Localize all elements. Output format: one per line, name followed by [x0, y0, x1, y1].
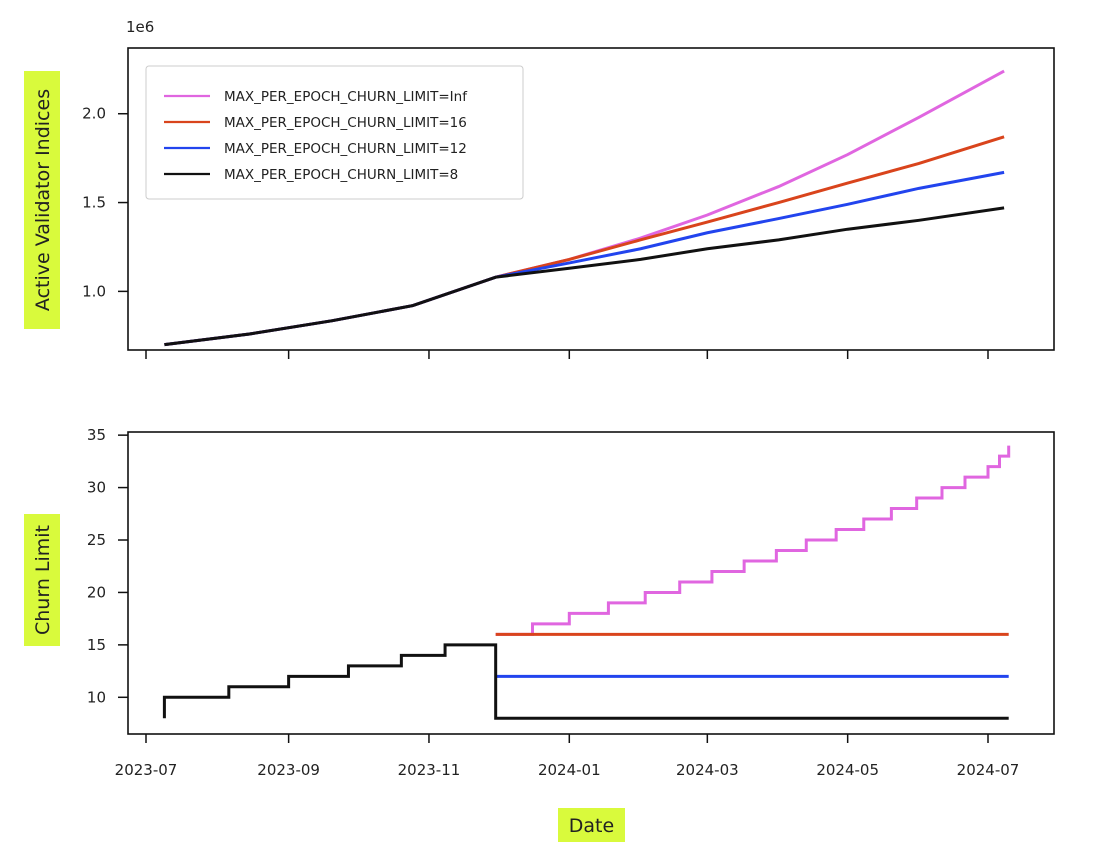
top-y-axis-label-highlight — [24, 71, 60, 329]
legend-label: MAX_PER_EPOCH_CHURN_LIMIT=16 — [224, 115, 467, 131]
top-y-tick-label: 1.0 — [82, 282, 106, 300]
top-y-axis-label: Active Validator Indices — [24, 71, 60, 329]
x-tick-label: 2024-05 — [816, 761, 879, 779]
bottom-y-tick-label: 20 — [87, 583, 106, 601]
x-tick-label: 2024-01 — [538, 761, 601, 779]
top-panel: 1e6 1.0 1.5 2.0 Active Validator Indices M… — [24, 18, 1055, 359]
x-tick-label: 2023-09 — [257, 761, 320, 779]
top-y-tick-label: 2.0 — [82, 105, 106, 123]
x-axis-label-highlight — [558, 808, 625, 842]
top-y-tick-label: 1.5 — [82, 194, 106, 212]
bottom-series-line-8 — [162, 643, 1009, 720]
bottom-y-ticks: 10 15 20 25 30 35 — [87, 426, 128, 706]
top-y-ticks: 1.0 1.5 2.0 — [82, 105, 128, 300]
bottom-panel: 10 15 20 25 30 35 2023-07 2023-09 2023-11 2024-0… — [24, 426, 1055, 779]
bottom-x-ticks: 2023-07 2023-09 2023-11 2024-01 2024-03 2024-… — [115, 734, 1020, 779]
legend-label: MAX_PER_EPOCH_CHURN_LIMIT=8 — [224, 167, 458, 183]
x-tick-label: 2023-07 — [115, 761, 178, 779]
bottom-y-tick-label: 30 — [87, 479, 106, 497]
bottom-series-lines — [162, 445, 1011, 720]
bottom-y-tick-label: 15 — [87, 636, 106, 654]
x-tick-label: 2024-03 — [676, 761, 739, 779]
top-y-scale-label: 1e6 — [126, 18, 154, 36]
bottom-y-tick-label: 35 — [87, 426, 106, 444]
bottom-y-axis-label: Churn Limit — [24, 514, 60, 646]
bottom-y-tick-label: 10 — [87, 688, 106, 706]
top-plot-frame — [127, 47, 1055, 351]
x-tick-label: 2024-07 — [957, 761, 1020, 779]
legend-label: MAX_PER_EPOCH_CHURN_LIMIT=12 — [224, 141, 467, 157]
bottom-y-axis-label-text: Churn Limit — [32, 525, 54, 635]
legend-box — [145, 65, 524, 200]
legend-entries: MAX_PER_EPOCH_CHURN_LIMIT=Inf MAX_PER_EPO… — [164, 89, 468, 183]
legend: MAX_PER_EPOCH_CHURN_LIMIT=Inf MAX_PER_EPO… — [145, 65, 524, 200]
legend-label: MAX_PER_EPOCH_CHURN_LIMIT=Inf — [224, 89, 468, 105]
top-series-lines — [164, 69, 1005, 347]
top-series-line-8 — [164, 206, 1005, 347]
x-tick-label: 2023-11 — [398, 761, 461, 779]
top-x-ticks — [145, 350, 989, 359]
bottom-y-axis-label-highlight — [24, 514, 60, 646]
bottom-plot-frame — [127, 431, 1055, 735]
x-axis-label: Date — [558, 808, 625, 842]
bottom-series-line-inf — [495, 445, 1011, 636]
x-axis-label-text: Date — [569, 815, 614, 837]
top-y-axis-label-text: Active Validator Indices — [32, 89, 54, 311]
bottom-y-tick-label: 25 — [87, 531, 106, 549]
